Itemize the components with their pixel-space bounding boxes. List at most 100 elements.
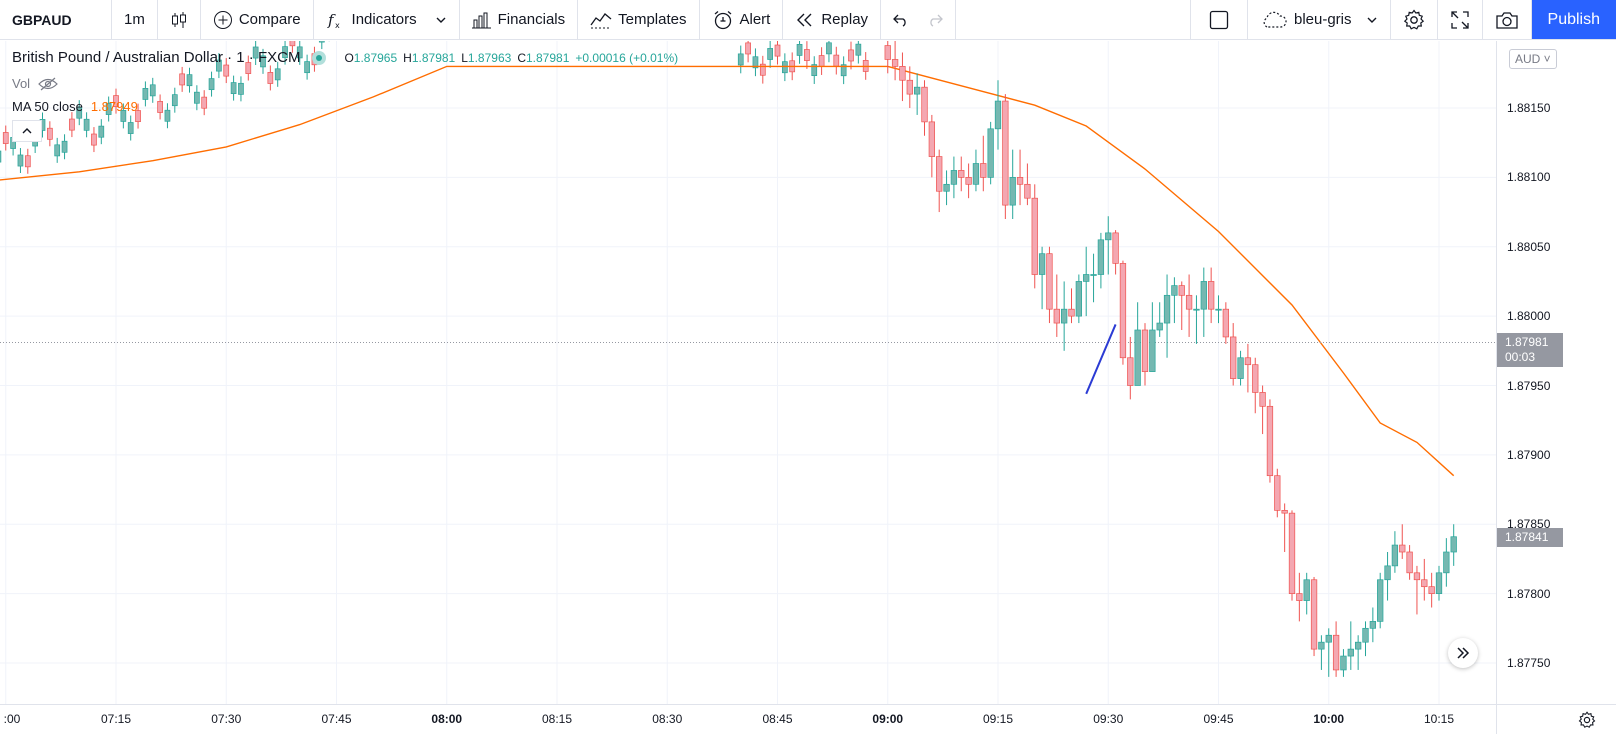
templates-button[interactable]: Templates [578, 0, 700, 39]
scroll-to-realtime-button[interactable] [1448, 638, 1478, 668]
candle-body [127, 122, 134, 134]
gear-icon [1403, 8, 1424, 30]
compare-label: Compare [238, 11, 301, 28]
redo-icon[interactable] [927, 13, 943, 27]
layout-select-button[interactable]: bleu-gris [1248, 0, 1391, 39]
settings-button[interactable] [1391, 0, 1438, 39]
chart-pane[interactable] [0, 41, 1540, 725]
change-value: +0.00016 (+0.01%) [575, 50, 679, 65]
candle-body [1354, 641, 1362, 650]
candle-body [1318, 641, 1325, 650]
candle-body [928, 121, 935, 157]
time-tick-label: 09:45 [1203, 712, 1234, 726]
volume-label: Vol [12, 76, 31, 91]
candle-body [164, 109, 171, 122]
price-tick-label: 1.88100 [1507, 170, 1551, 185]
candle-body [1112, 232, 1119, 264]
fullscreen-button[interactable] [1438, 0, 1483, 39]
candle-body [304, 61, 310, 74]
candle-body [884, 45, 891, 60]
time-tick-label: 08:15 [541, 712, 573, 726]
candle-body [921, 86, 928, 123]
candle-body [179, 73, 185, 86]
candle-body [1281, 510, 1288, 514]
publish-button[interactable]: Publish [1531, 0, 1616, 39]
axis-settings-button[interactable] [1496, 704, 1616, 734]
candle-body [1288, 512, 1296, 594]
interval-button[interactable]: 1m [112, 0, 158, 39]
symbol-search[interactable]: GBPAUD [0, 0, 112, 39]
undo-icon[interactable] [893, 13, 909, 27]
compare-button[interactable]: Compare [201, 0, 314, 39]
candle-body [1310, 579, 1318, 650]
candle-body [752, 56, 759, 69]
candle-body [260, 55, 266, 68]
currency-button[interactable]: AUD ˅ [1509, 49, 1557, 69]
bottom-strip [0, 734, 1616, 755]
legend-ma-row[interactable]: MA 50 close 1.87949 [12, 99, 678, 114]
candle-body [818, 55, 825, 67]
chart-type-button[interactable] [158, 0, 201, 39]
snapshot-button[interactable] [1483, 0, 1532, 39]
candle-body [91, 133, 97, 146]
candle-body [848, 49, 854, 62]
candle-body [0, 150, 2, 163]
price-chart[interactable] [0, 41, 1540, 725]
templates-label: Templates [618, 11, 687, 28]
candle-body [113, 95, 119, 108]
candle-body [289, 41, 296, 47]
candle-body [1384, 565, 1391, 581]
open-value: 1.87965 [353, 50, 398, 65]
candle-body [1377, 579, 1384, 622]
replay-button[interactable]: Replay [783, 0, 882, 39]
candle-body [149, 84, 156, 97]
candle-body [1200, 281, 1207, 310]
candle-body [142, 88, 149, 100]
candle-body [1450, 536, 1457, 553]
candles-icon [171, 11, 186, 28]
candle-body [965, 177, 972, 185]
fullscreen-select-button[interactable] [1191, 0, 1248, 39]
candle-body [61, 140, 68, 153]
chevron-up-icon [22, 128, 32, 134]
legend-symbol-title[interactable]: British Pound / Australian Dollar · 1 · … [12, 49, 301, 66]
chart-legend: British Pound / Australian Dollar · 1 · … [12, 49, 678, 142]
eye-hidden-icon[interactable] [38, 77, 58, 91]
candle-body [1090, 274, 1097, 276]
alert-button[interactable]: Alert [700, 0, 784, 39]
candle-body [745, 42, 751, 55]
cloud-icon [1263, 11, 1287, 28]
time-tick-label: 07:45 [321, 712, 352, 726]
candle-body [1428, 586, 1435, 594]
alarm-clock-icon [714, 10, 731, 29]
low-key: L [461, 50, 468, 65]
candle-body [1097, 239, 1105, 275]
candle-body [1141, 329, 1149, 372]
time-axis[interactable]: :00 07:15 07:30 07:45 08:00 08:15 08:30 08:45 09… [0, 704, 1496, 734]
financials-button[interactable]: Financials [460, 0, 579, 39]
candle-body [1075, 281, 1083, 317]
legend-collapse-button[interactable] [12, 120, 42, 142]
templates-icon [590, 12, 612, 28]
candle-body [171, 94, 178, 107]
candle-body [46, 127, 53, 140]
price-axis[interactable]: AUD ˅ 1.88150 1.88100 1.88050 1.88000 1.8795… [1496, 41, 1616, 725]
close-value: 1.87981 [525, 50, 570, 65]
candle-body [1391, 544, 1399, 567]
candle-body [245, 62, 252, 74]
candle-body [1207, 281, 1215, 310]
candle-body [120, 110, 127, 122]
candle-body [737, 53, 744, 66]
candle-body [1031, 197, 1038, 275]
candle-body [1266, 405, 1274, 477]
time-tick-label: 07:30 [211, 712, 242, 726]
candle-body [1009, 177, 1016, 206]
candle-body [318, 41, 325, 43]
candle-body [1185, 294, 1193, 310]
price-tick-label: 1.87950 [1507, 378, 1551, 393]
plus-circle-icon [213, 10, 232, 29]
legend-volume-row[interactable]: Vol [12, 76, 678, 91]
